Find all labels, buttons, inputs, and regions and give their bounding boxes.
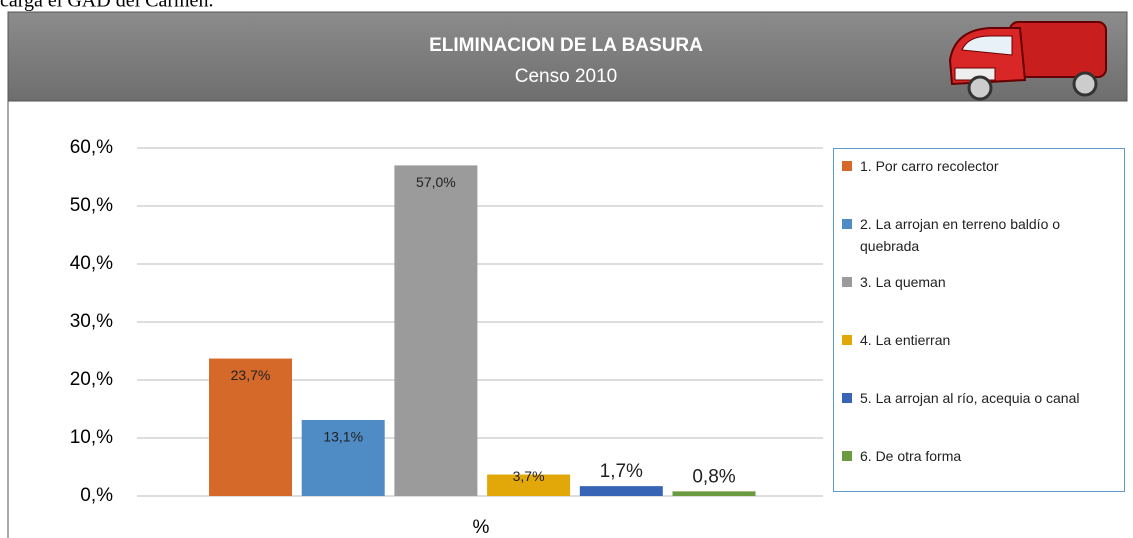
y-tick-label: 60,% xyxy=(70,137,113,158)
legend-entry: 2. La arrojan en terreno baldío o quebra… xyxy=(842,213,1122,257)
legend-label: 6. De otra forma xyxy=(860,448,961,464)
data-label: 0,8% xyxy=(692,466,735,487)
bar xyxy=(394,165,477,496)
legend-swatch xyxy=(842,219,852,229)
legend: 1. Por carro recolector 2. La arrojan en … xyxy=(833,148,1125,492)
y-tick-label: 40,% xyxy=(70,253,113,274)
legend-swatch xyxy=(842,277,852,287)
y-tick-label: 20,% xyxy=(70,369,113,390)
legend-label: 2. La arrojan en terreno baldío o quebra… xyxy=(860,216,1060,254)
page: carga el GAD del Carmen. ELIMINACION DE … xyxy=(0,0,1133,538)
x-tick-label: % xyxy=(473,517,490,538)
data-label: 23,7% xyxy=(231,367,271,383)
data-label: 13,1% xyxy=(323,429,363,445)
legend-swatch xyxy=(842,451,852,461)
legend-label: 5. La arrojan al río, acequia o canal xyxy=(860,390,1079,406)
legend-swatch xyxy=(842,393,852,403)
legend-label: 4. La entierran xyxy=(860,332,950,348)
y-tick-label: 30,% xyxy=(70,311,113,332)
legend-entry: 5. La arrojan al río, acequia o canal xyxy=(842,387,1122,409)
bar xyxy=(580,486,663,496)
y-tick-label: 50,% xyxy=(70,195,113,216)
chart-subtitle: Censo 2010 xyxy=(515,66,617,87)
bar xyxy=(673,491,756,496)
legend-label: 1. Por carro recolector xyxy=(860,158,999,174)
legend-entry: 3. La queman xyxy=(842,271,1122,293)
legend-label: 3. La queman xyxy=(860,274,946,290)
data-label: 57,0% xyxy=(416,174,456,190)
y-tick-label: 10,% xyxy=(70,427,113,448)
legend-swatch xyxy=(842,335,852,345)
legend-swatch xyxy=(842,161,852,171)
data-label: 1,7% xyxy=(600,461,643,482)
y-tick-label: 0,% xyxy=(80,485,113,506)
page-text: carga el GAD del Carmen. xyxy=(0,0,213,12)
legend-entry: 6. De otra forma xyxy=(842,445,1122,467)
legend-entry: 1. Por carro recolector xyxy=(842,155,1122,177)
legend-entry: 4. La entierran xyxy=(842,329,1122,351)
chart-title: ELIMINACION DE LA BASURA xyxy=(429,35,703,56)
data-label: 3,7% xyxy=(513,468,545,484)
